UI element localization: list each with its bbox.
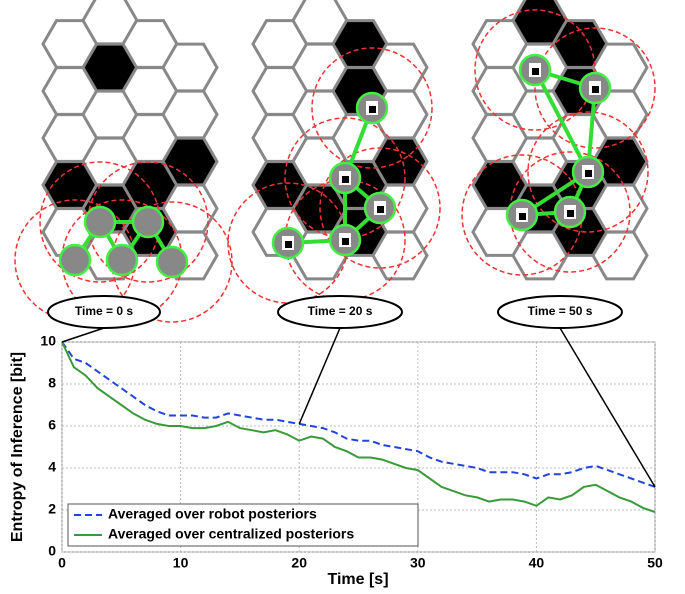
robot-link: [533, 69, 590, 173]
legend-label: Averaged over centralized posteriors: [108, 526, 354, 542]
y-tick-label: 4: [48, 459, 56, 475]
robot-belief: [585, 170, 592, 177]
robot-belief: [532, 68, 539, 75]
x-tick-label: 20: [291, 555, 307, 571]
legend: Averaged over robot posteriors Averaged o…: [67, 503, 419, 547]
sensing-range: [474, 9, 596, 131]
annotation-text: Time = 20 s: [308, 304, 373, 318]
y-tick-label: 0: [48, 543, 56, 559]
robot-belief: [285, 241, 292, 248]
robot-belief: [369, 106, 376, 113]
x-tick-label: 40: [529, 555, 545, 571]
sensing-range: [311, 47, 433, 169]
annotation-pointer: [61, 327, 105, 343]
robot-belief: [342, 238, 349, 245]
robot-belief: [567, 210, 574, 217]
annotation-bubble: [497, 295, 623, 329]
robot: [58, 243, 92, 277]
hex-cell: [591, 230, 649, 281]
hex-cell: [371, 230, 429, 281]
annotation-bubble: [47, 295, 161, 329]
annotation-text: Time = 0 s: [75, 304, 133, 318]
annotation-text: Time = 50 s: [528, 304, 593, 318]
y-axis-label: Entropy of Inference [bit]: [9, 352, 26, 542]
y-tick-label: 10: [40, 333, 56, 349]
legend-box: [67, 503, 419, 547]
robot: [83, 205, 117, 239]
sensing-range: [284, 117, 406, 239]
y-tick-label: 6: [48, 417, 56, 433]
robot-belief: [592, 86, 599, 93]
y-tick-label: 8: [48, 375, 56, 391]
lines: [61, 341, 656, 514]
robot: [105, 243, 139, 277]
hex-cell: [591, 183, 649, 234]
hex-cell: [371, 42, 429, 93]
annotation-pointer: [559, 327, 656, 488]
x-tick-label: 30: [410, 555, 426, 571]
robot-belief: [377, 206, 384, 213]
series-line: [61, 341, 656, 514]
hex-cell: [161, 89, 219, 140]
sensing-range: [527, 111, 649, 233]
robot-belief: [342, 176, 349, 183]
hex-cell: [161, 136, 219, 187]
x-axis-label: Time [s]: [327, 571, 388, 588]
sensing-range: [319, 147, 441, 269]
annotation-pointer: [298, 327, 341, 425]
y-tick-label: 2: [48, 501, 56, 517]
robot: [155, 245, 189, 279]
annotation-bubble: [277, 295, 403, 329]
robot: [131, 205, 165, 239]
robot-panels: [14, 0, 656, 323]
legend-label: Averaged over robot posteriors: [108, 506, 317, 522]
sensing-range: [534, 27, 656, 149]
x-tick-label: 0: [58, 555, 66, 571]
series-line: [61, 341, 656, 488]
x-tick-label: 50: [647, 555, 663, 571]
hex-cell: [161, 42, 219, 93]
x-tick-label: 10: [173, 555, 189, 571]
annotations: Time = 0 s Time = 20 s Time = 50 s: [47, 295, 656, 488]
robot-belief: [519, 213, 526, 220]
